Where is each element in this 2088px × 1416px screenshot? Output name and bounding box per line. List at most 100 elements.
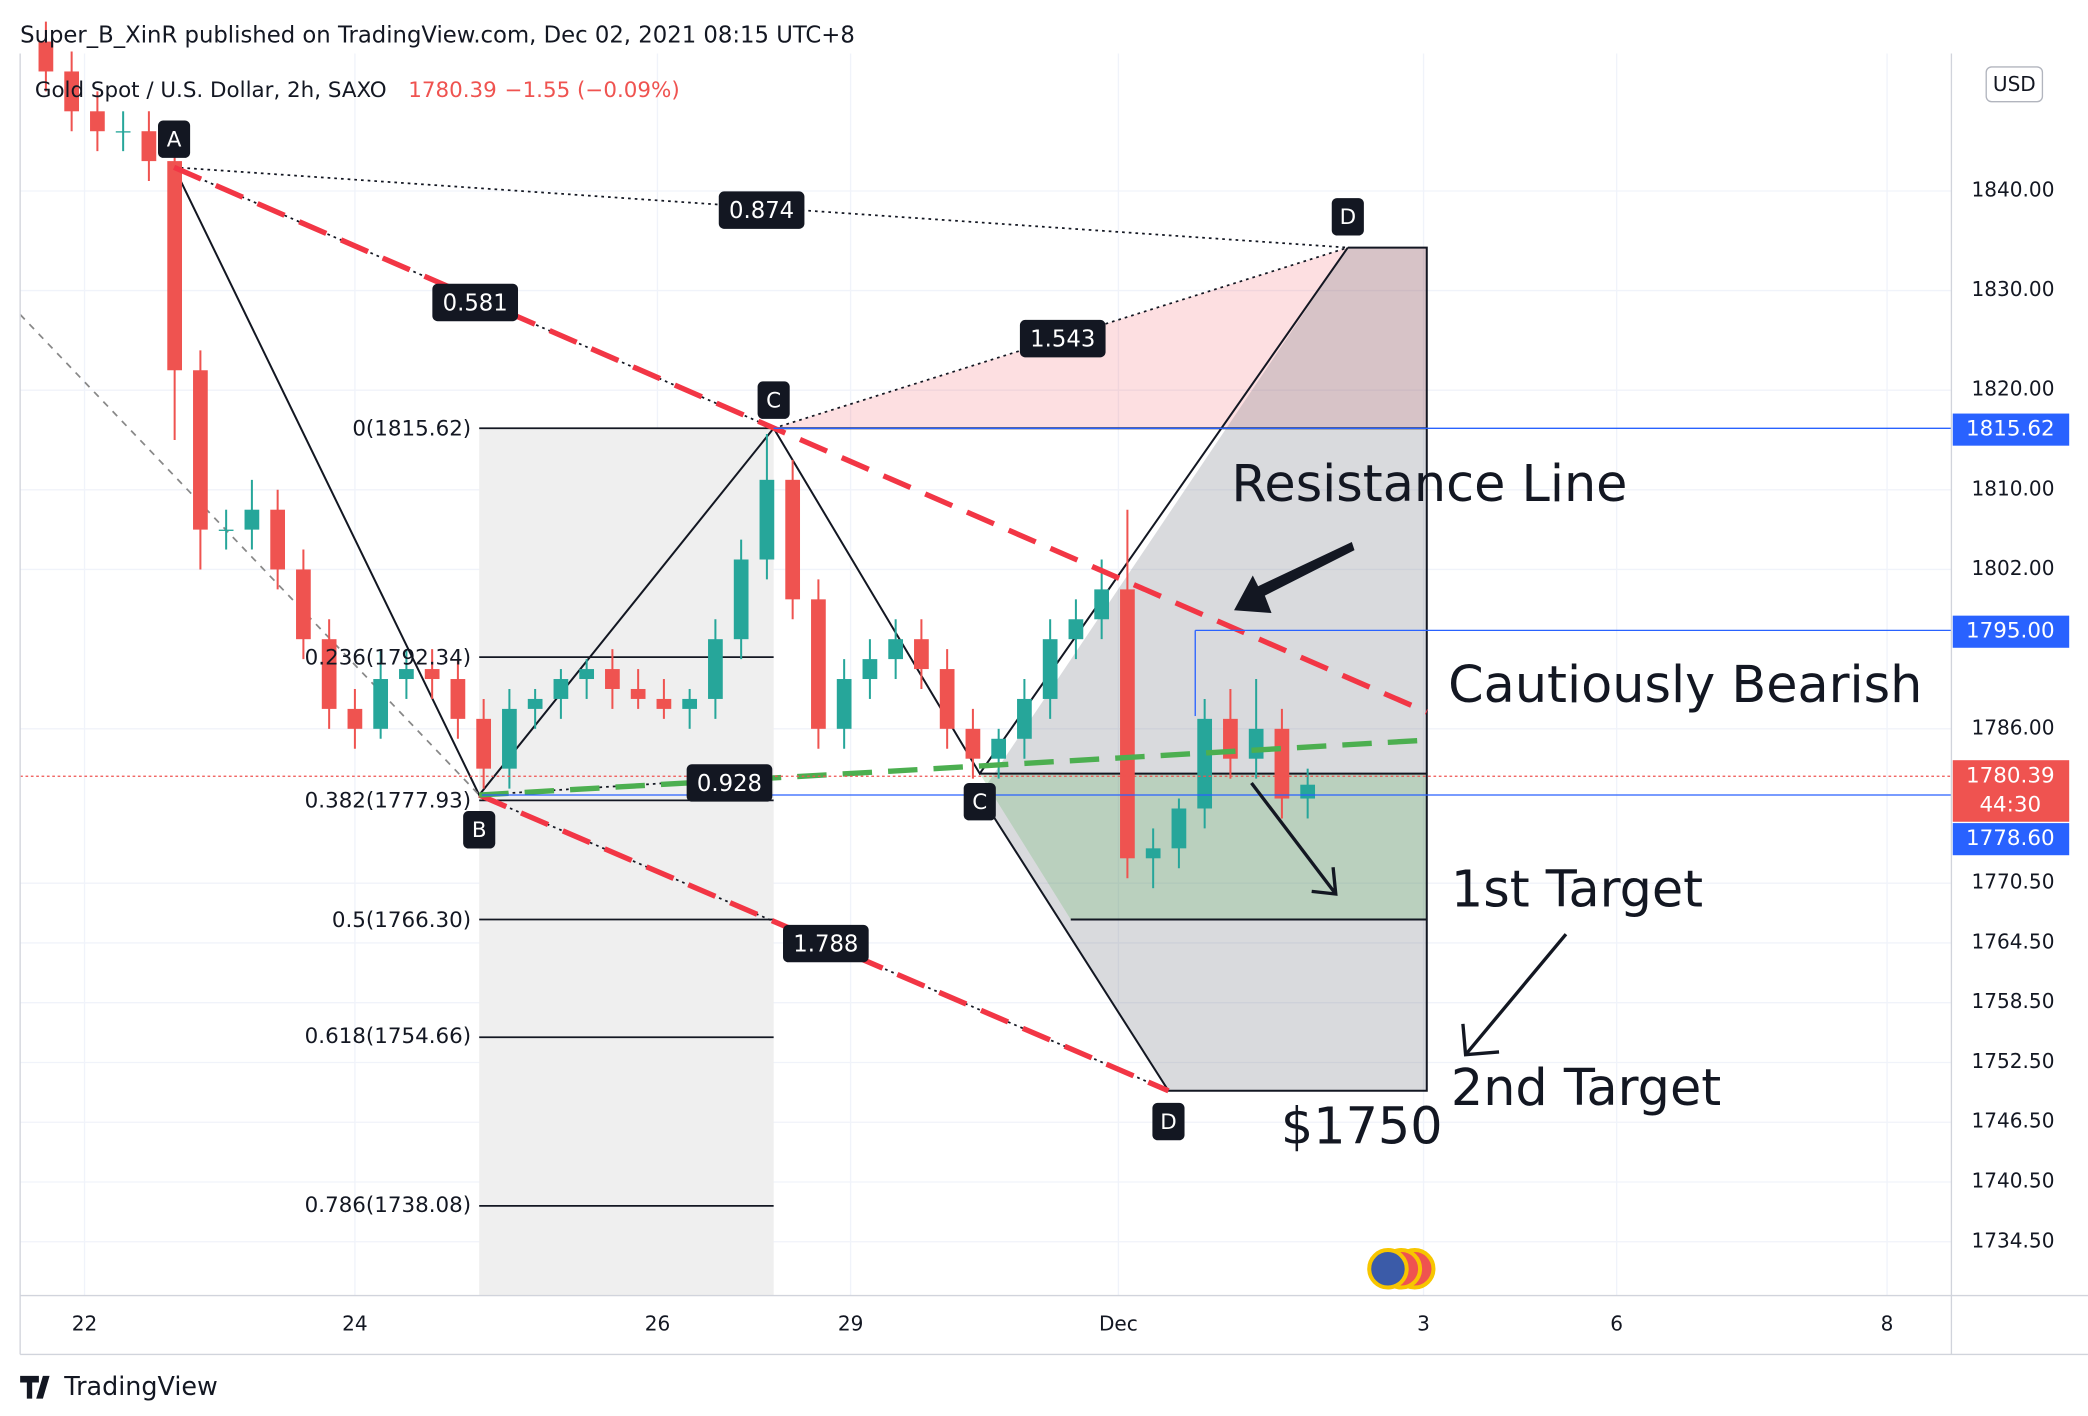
note: 1st Target [1451, 860, 1703, 919]
point-label: C [766, 389, 781, 414]
candle-body [502, 708, 517, 769]
ratio-badge [783, 924, 869, 963]
y-tick-label: 1740.50 [1972, 1169, 2055, 1193]
pattern-zone [979, 247, 1427, 1091]
candle-body [656, 698, 672, 709]
fib-label: 0.236(1792.34) [305, 645, 472, 670]
change: −1.55 (−0.09%) [505, 78, 680, 103]
candle-body [218, 529, 234, 531]
candle-body [141, 131, 157, 162]
note: 2nd Target [1451, 1058, 1721, 1117]
candle-body [605, 669, 620, 689]
arrow [1250, 781, 1568, 1057]
point-badge [963, 782, 996, 821]
candle-body [167, 161, 183, 371]
candle-body [1171, 808, 1187, 849]
fib-levels [479, 427, 774, 1207]
candle-body [1017, 698, 1032, 739]
ratio-line [173, 166, 1348, 249]
price-tag [1952, 760, 2070, 822]
last-price: 1780.39 [408, 78, 497, 103]
candle-body [321, 639, 337, 709]
price-tag-label: 1795.00 [1966, 619, 2055, 644]
y-tick-label: 1802.00 [1972, 556, 2055, 580]
candle-body [836, 679, 852, 729]
fib-label: 0.5(1766.30) [332, 908, 471, 933]
event-icon[interactable] [1367, 1248, 1409, 1290]
point-label: D [1160, 1110, 1176, 1135]
y-tick-label: 1820.00 [1972, 377, 2055, 401]
candle-body [965, 728, 981, 759]
candle-body [347, 708, 363, 729]
logo-mark [20, 1375, 50, 1399]
point-badge [157, 120, 191, 158]
candle-body [811, 599, 826, 729]
ratio-labels: 0.874 0.581 1.543 0.928 1.788 [432, 191, 1106, 963]
candle-body [1248, 728, 1264, 759]
candle-body [270, 509, 286, 570]
candle-body [759, 479, 775, 560]
candle-body [527, 698, 543, 709]
fib-label: 0(1815.62) [352, 417, 471, 442]
ratio-label: 0.928 [697, 771, 762, 797]
y-tick-label: 1830.00 [1972, 277, 2055, 301]
price-tag-label: 1780.39 [1966, 763, 2055, 788]
fib-zone [479, 428, 774, 1296]
candle-body [193, 370, 208, 530]
arrow [1311, 867, 1338, 896]
candle-body [682, 698, 698, 709]
point-badge [757, 381, 790, 419]
currency[interactable]: USD [1993, 72, 2036, 96]
x-tick-label: 24 [342, 1311, 368, 1335]
candle-body [90, 111, 105, 132]
y-tick-label: 1840.00 [1972, 177, 2055, 201]
footer: TradingView [63, 1371, 218, 1401]
x-tick-label: Dec [1099, 1311, 1138, 1335]
candle-body [1145, 848, 1161, 859]
point-label: A [167, 128, 182, 153]
x-tick-label: 29 [838, 1311, 864, 1335]
candle-body [553, 679, 569, 699]
ratio-label: 0.874 [729, 198, 794, 224]
grid [20, 53, 1952, 1296]
x-tick-label: 26 [645, 1311, 671, 1335]
x-tick-label: 22 [72, 1311, 98, 1335]
price-tag-label: 1815.62 [1966, 417, 2055, 442]
ratio-badge [686, 764, 773, 802]
ratio-badge [432, 283, 519, 322]
currency-badge[interactable] [1985, 66, 2044, 103]
trend-line [19, 313, 480, 796]
note: Cautiously Bearish [1448, 655, 1922, 714]
axis: 1840.00 1830.00 1820.00 1810.00 1802.00 1786.… [72, 177, 2055, 1335]
y-tick-label: 1770.50 [1972, 870, 2055, 894]
fib-label: 0.786(1738.08) [305, 1193, 472, 1218]
arrow [1250, 781, 1338, 896]
price-tag [1952, 823, 2070, 856]
arrow [1461, 1023, 1500, 1057]
ratio-badge [1019, 319, 1106, 358]
candle-body [1197, 718, 1213, 809]
point-labels: A B C D C D [157, 120, 1364, 1141]
fib-label: 0.618(1754.66) [305, 1024, 472, 1049]
event-icons [1367, 1248, 1436, 1290]
x-tick-label: 6 [1610, 1311, 1623, 1335]
x-tick-label: 3 [1417, 1311, 1430, 1335]
point-badge [1152, 1102, 1185, 1141]
candle-body [785, 479, 801, 600]
notes: Resistance Line Cautiously Bearish 1st T… [1231, 454, 1922, 1155]
candle-body [914, 639, 929, 670]
price-tag-label: 1778.60 [1966, 826, 2055, 851]
resistance-line [172, 164, 1428, 715]
price-tag [1952, 413, 2070, 446]
candle-body [64, 71, 80, 112]
candle-body [38, 41, 54, 72]
frame [19, 53, 2088, 1356]
neckline [479, 737, 1427, 798]
candle-body [296, 569, 311, 640]
candle-body [476, 718, 492, 769]
y-tick-label: 1734.50 [1972, 1228, 2055, 1252]
candles [38, 21, 1316, 889]
arrow [1234, 542, 1355, 613]
